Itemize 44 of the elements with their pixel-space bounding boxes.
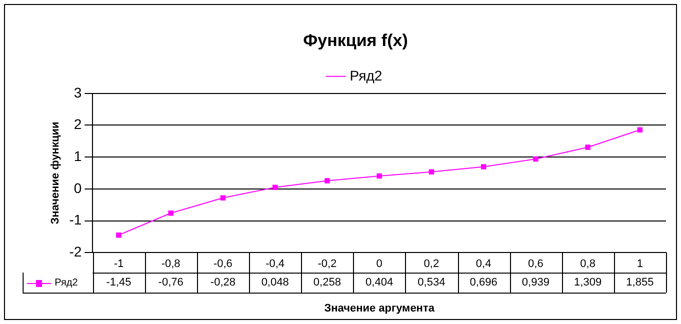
x-tick-label: 0,2 [424, 258, 440, 270]
data-label: -0,28 [210, 276, 236, 289]
x-tick-label: -0,2 [318, 258, 337, 270]
y-axis-title: Значение функции [50, 122, 62, 224]
x-tick-label: -1 [114, 258, 124, 270]
y-tick-label: -1 [69, 212, 82, 228]
x-tick-label: 0,4 [476, 258, 492, 270]
data-label: 0,404 [366, 276, 394, 289]
point [220, 195, 226, 200]
x-tick-label: 0 [376, 258, 382, 270]
point [272, 184, 278, 190]
x-tick-label: -0,6 [213, 258, 232, 270]
point [428, 169, 434, 175]
data-label: 0,534 [418, 276, 446, 289]
point [533, 156, 538, 162]
data-label: -0,76 [158, 276, 184, 289]
legend-label: Ряд2 [350, 67, 382, 84]
y-tick-label: -2 [69, 243, 82, 260]
chart-title: Функция f(x) [303, 30, 408, 50]
data-label: 0,258 [313, 276, 341, 289]
y-tick-label: 2 [74, 116, 82, 132]
point [116, 232, 122, 238]
data-label: 0,696 [470, 276, 498, 289]
y-tick-label: 3 [74, 84, 82, 100]
x-tick-label: 1 [636, 258, 643, 270]
x-tick-label: -0,4 [266, 258, 285, 270]
y-tick-label: 1 [74, 148, 82, 164]
point [324, 178, 330, 184]
x-axis-title: Значение аргумента [324, 302, 436, 314]
point [480, 164, 486, 170]
point [168, 210, 174, 216]
y-tick-label: 0 [74, 180, 82, 196]
text: Ряд2 [54, 277, 78, 288]
point [585, 144, 590, 150]
data-label: 1,309 [574, 276, 602, 289]
data-label: 0,048 [261, 276, 289, 289]
point [637, 127, 643, 132]
x-tick-label: 0,6 [528, 258, 544, 270]
x-tick-label: -0,8 [161, 258, 180, 270]
point [376, 173, 382, 179]
data-label: 0,939 [522, 276, 550, 289]
data-label: -1,45 [106, 276, 132, 289]
data-label: 1,855 [626, 276, 654, 289]
x-tick-label: 0,8 [580, 258, 596, 270]
